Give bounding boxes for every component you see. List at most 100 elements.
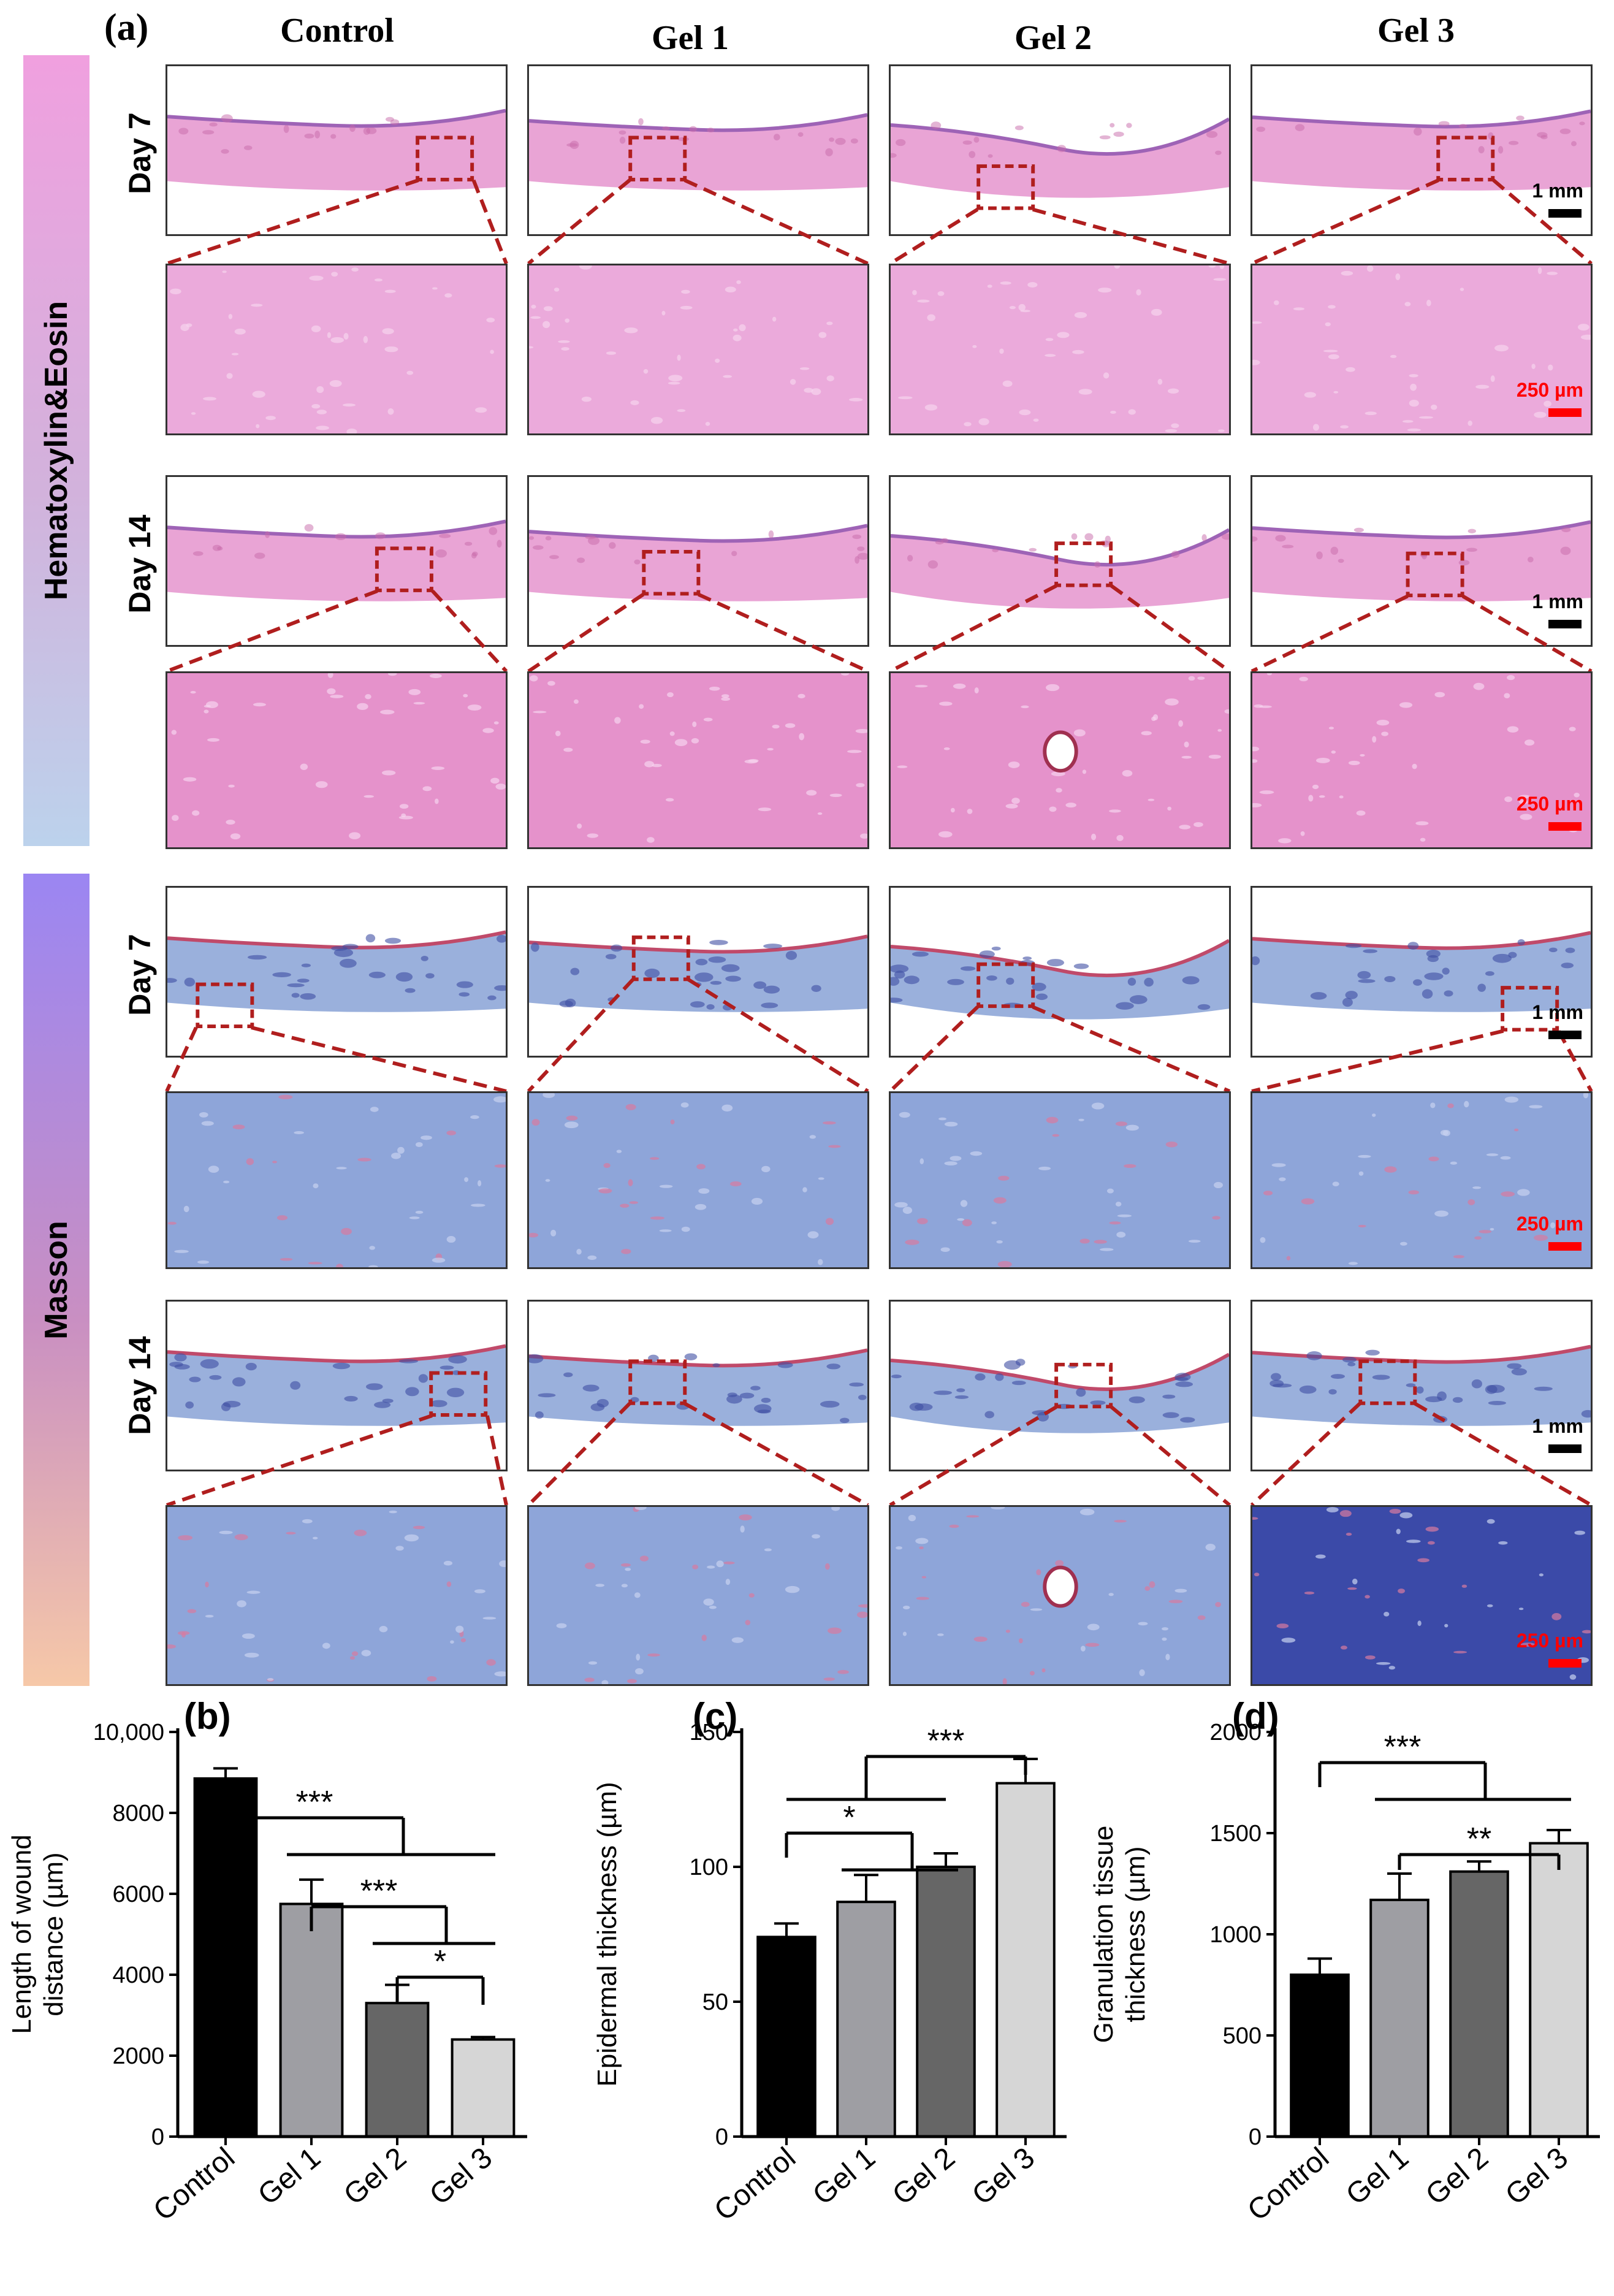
bar-2-0 [1290,1974,1350,2138]
x-label-2-2: Gel 2 [1420,2142,1494,2211]
y-tick-label-0-1: 2000 [112,2043,164,2069]
scale-1mm-bar-3 [1548,1444,1582,1453]
bar-0-3 [451,2038,516,2138]
y-tick-label-1-1: 50 [702,1989,728,2015]
sig-stars-2-1: ** [1467,1821,1491,1857]
masson-day7-overview-3 [1250,886,1593,1058]
he-day7-zoom-1 [527,264,869,435]
panel-label-0: (b) [184,1698,231,1737]
scale-1mm-label-1: 1 mm [1532,590,1583,612]
scale-250um-label-2: 250 µm [1516,1213,1583,1235]
masson-day14-zoom-2 [889,1505,1231,1686]
he-day14-overview-0 [166,475,508,647]
panel-a-label: (a) [104,7,149,48]
masson-day14-zoom-3 [1250,1505,1593,1686]
y-tick-label-2-0: 0 [1249,2124,1262,2150]
he-day14-zoom-1 [527,671,869,849]
scale-1mm-bar-1 [1548,620,1582,628]
bar-2-3 [1529,1842,1589,2138]
masson-day14-overview-2 [889,1300,1231,1471]
x-label-2-1: Gel 1 [1340,2142,1415,2211]
he-day7-zoom-3 [1250,264,1593,435]
y-tick-label-1-3: 150 [690,1720,728,1745]
he-day14-zoom-2 [889,671,1231,849]
he-day7-overview-1 [527,64,869,236]
y-tick-label-2-3: 1500 [1209,1821,1262,1847]
sig-stars-0-0: *** [296,1785,333,1820]
bar-1-1 [836,1901,896,2138]
he-day14-zoom-3 [1250,671,1593,849]
y-tick-label-2-4: 2000 [1209,1720,1262,1745]
scale-250um-bar-2 [1548,1242,1582,1251]
scale-1mm-bar-0 [1548,209,1582,218]
x-label-2-3: Gel 3 [1499,2142,1574,2211]
column-header-gel3: Gel 3 [1377,12,1455,50]
sidebar-masson: Masson [23,874,89,1686]
chart-d: (d) 0 500 1000 1500 2000 Granulation tissue thi… [1089,1698,1600,2227]
scale-250um-bar-1 [1548,822,1582,831]
column-header-control: Control [280,12,394,50]
x-label-0-1: Gel 1 [252,2142,327,2211]
y-tick-label-2-1: 500 [1223,2023,1262,2049]
bar-0-1 [279,1902,344,2138]
he-day7-overview-2 [889,64,1231,236]
sig-stars-1-0: *** [927,1723,965,1759]
x-label-1-1: Gel 1 [807,2142,881,2211]
masson-day7-zoom-2 [889,1091,1231,1269]
charts-area: (b) 0 2000 4000 6000 8000 10,000 Length of woun… [7,1698,1600,2227]
panel-label-2: (d) [1232,1698,1279,1737]
scale-1mm-label-0: 1 mm [1532,180,1583,202]
he-day14-overview-1 [527,475,869,647]
y-label-1-0: Epidermal thickness (µm) [592,1782,622,2086]
masson-day7-zoom-1 [527,1091,869,1269]
y-tick-label-0-0: 0 [151,2124,164,2150]
y-label-0-1: distance (µm) [39,1852,69,2016]
sidebar-he: Hematoxylin&Eosin [23,55,89,846]
y-tick-label-2-2: 1000 [1209,1922,1262,1948]
bar-1-3 [995,1782,1056,2138]
he-day14-overview-3 [1250,475,1593,647]
y-tick-label-1-2: 100 [690,1855,728,1880]
masson-day14-zoom-1 [527,1505,869,1686]
column-header-gel2: Gel 2 [1014,19,1092,57]
x-label-0-0: Control [147,2142,241,2227]
x-label-2-0: Control [1241,2142,1335,2227]
he-day7-zoom-2 [889,264,1231,435]
x-label-0-2: Gel 2 [338,2142,413,2211]
scale-250um-bar-0 [1548,408,1582,417]
x-label-0-3: Gel 3 [424,2142,498,2211]
y-tick-label-0-3: 6000 [112,1882,164,1907]
sig-stars-0-1: *** [360,1874,398,1909]
scale-250um-bar-3 [1548,1659,1582,1668]
scale-1mm-label-2: 1 mm [1532,1001,1583,1023]
chart-c: (c) 0 50 100 150 Epidermal thickness (µm) Cont… [592,1698,1067,2227]
he-day7-zoom-0 [166,264,508,435]
scale-250um-label-0: 250 µm [1516,379,1583,401]
x-label-1-2: Gel 2 [886,2142,961,2211]
x-label-1-0: Control [708,2142,802,2227]
y-tick-label-0-5: 10,000 [93,1720,164,1745]
masson-day7-overview-2 [889,886,1231,1058]
sig-stars-1-1: * [843,1800,855,1836]
bar-1-2 [916,1866,976,2138]
masson-day14-zoom-0 [166,1505,508,1686]
masson-day14-overview-1 [527,1300,869,1471]
he-day14-zoom-0 [166,671,508,849]
masson-day14-overview-3 [1250,1300,1593,1471]
scale-250um-label-1: 250 µm [1516,793,1583,815]
panel-label-1: (c) [693,1698,737,1737]
chart-b: (b) 0 2000 4000 6000 8000 10,000 Length of woun… [7,1698,527,2227]
bar-1-0 [756,1936,817,2138]
sig-stars-2-0: *** [1384,1730,1422,1765]
y-label-0-0: Length of wound [7,1834,37,2034]
y-tick-label-0-4: 8000 [112,1801,164,1826]
bar-0-2 [365,2002,430,2138]
bar-2-2 [1449,1870,1509,2138]
masson-day14-overview-0 [166,1300,508,1471]
he-day14-overview-2 [889,475,1231,647]
he-day7-overview-3 [1250,64,1593,236]
y-label-2-1: thickness (µm) [1121,1847,1151,2023]
scale-1mm-label-3: 1 mm [1532,1415,1583,1437]
y-tick-label-1-0: 0 [715,2124,728,2150]
y-label-2-0: Granulation tissue [1089,1826,1119,2043]
